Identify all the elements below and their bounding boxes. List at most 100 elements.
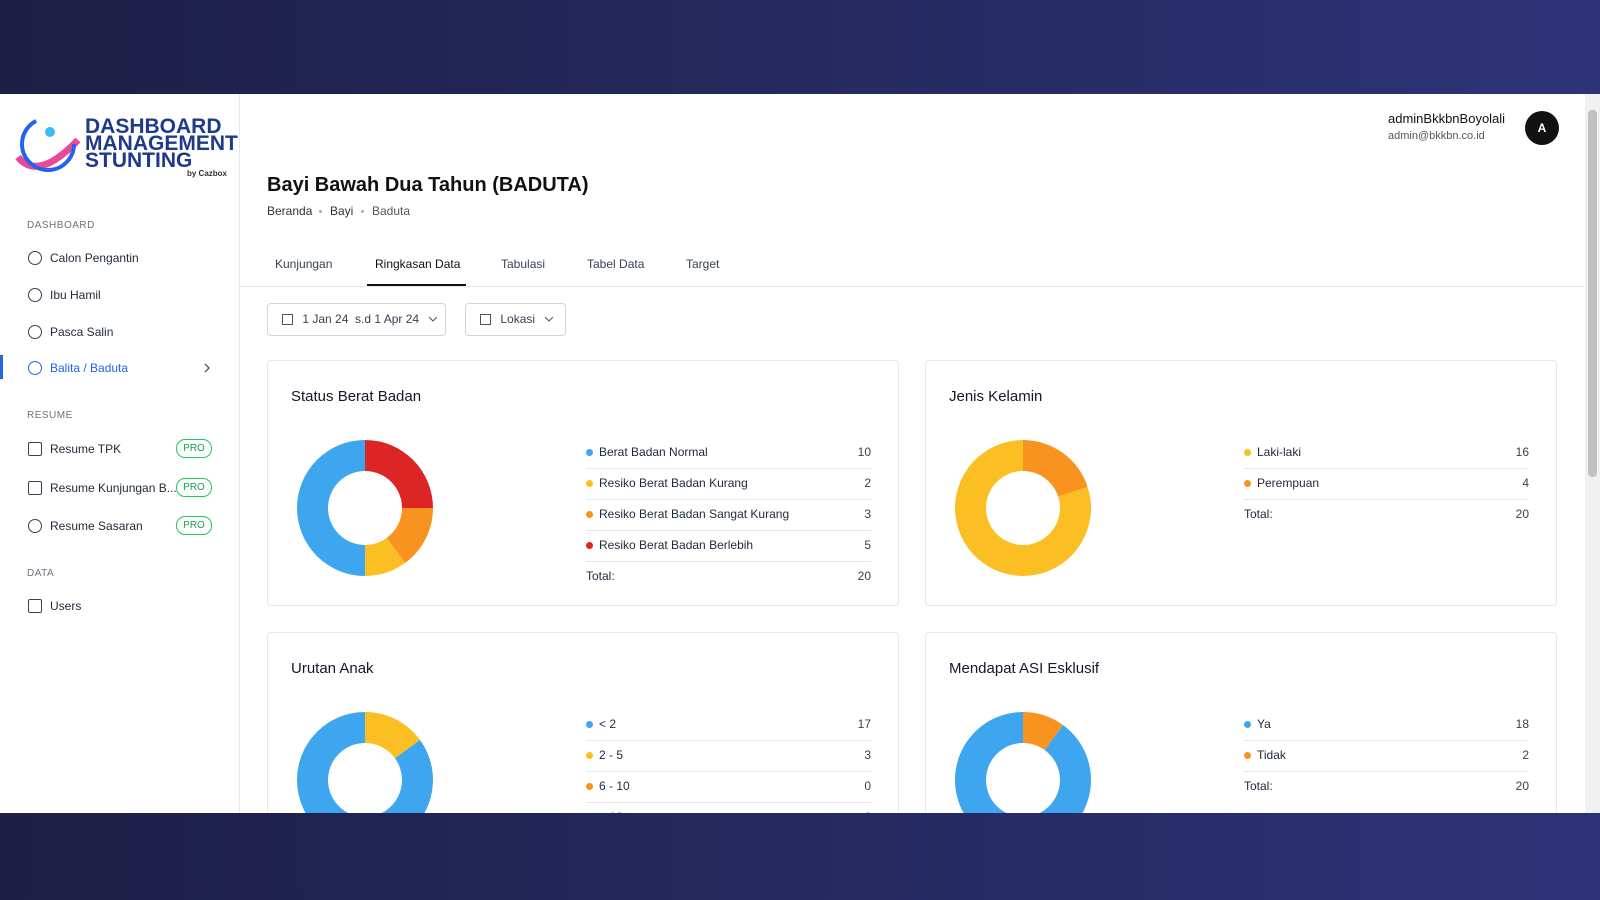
icon [480, 314, 491, 326]
breadcrumb: Baduta [372, 204, 411, 218]
icon [28, 599, 42, 613]
separator [319, 210, 322, 213]
legend-value: 3 [864, 748, 871, 762]
donut-segment [386, 508, 433, 564]
donut-chart [955, 440, 1091, 576]
card: Status Berat Badan Berat Badan Normal 10 Re… [267, 360, 899, 606]
legend-label: Resiko Berat Badan Berlebih [599, 538, 754, 552]
pro-badge: PRO [176, 478, 212, 497]
section-title: RESUME [27, 410, 73, 421]
donut-segment [955, 712, 1091, 813]
icon [28, 251, 42, 265]
breadcrumb[interactable]: Beranda [267, 204, 313, 218]
legend-row: Laki-laki 16 [1244, 437, 1529, 469]
icon [28, 481, 42, 495]
legend-label: Tidak [1257, 748, 1286, 762]
nav-item[interactable]: Pasca Salin [50, 325, 114, 339]
sidebar: DASHBOARD MANAGEMENT STUNTING by Cazbox … [0, 94, 240, 813]
card: Urutan Anak < 2 17 2 - 5 3 6 - 10 0 > 10 0 [267, 632, 899, 813]
card-title: Status Berat Badan [291, 388, 422, 405]
nav-item[interactable]: Ibu Hamil [50, 288, 101, 302]
logo-icon [15, 116, 81, 172]
nav-item[interactable]: Resume Sasaran [50, 519, 143, 533]
icon [28, 325, 42, 339]
icon [28, 442, 42, 456]
icon [28, 288, 42, 302]
card-title: Jenis Kelamin [949, 388, 1043, 405]
tab-border [239, 286, 1584, 287]
card-title: Mendapat ASI Esklusif [949, 660, 1100, 677]
logo-text: MANAGEMENT [85, 132, 238, 155]
donut-segment [365, 440, 433, 508]
scrollbar-thumb[interactable] [1588, 110, 1597, 477]
nav-item[interactable]: Calon Pengantin [50, 251, 139, 265]
donut-segment [1023, 440, 1088, 497]
legend-row: Resiko Berat Badan Sangat Kurang 3 [586, 499, 871, 531]
nav-item[interactable]: Balita / Baduta [50, 361, 129, 375]
donut-segment [365, 712, 421, 759]
legend-row: 6 - 10 0 [586, 771, 871, 803]
total-label: Total: [1244, 779, 1273, 793]
total-value: 20 [1515, 507, 1529, 521]
legend-dot [586, 542, 593, 549]
total-value: 20 [857, 569, 871, 583]
donut-segment [1023, 712, 1063, 751]
date-filter[interactable]: 1 Jan 24 s.d 1 Apr 24 [267, 303, 446, 336]
nav-item[interactable]: Resume Kunjungan B... [50, 481, 177, 495]
legend-dot [1244, 721, 1251, 728]
legend-label: 6 - 10 [599, 779, 630, 793]
legend-label: Perempuan [1257, 476, 1320, 490]
legend-dot [586, 783, 593, 790]
legend-dot [586, 480, 593, 487]
donut-segment [955, 440, 1091, 576]
donut-chart [955, 712, 1091, 813]
legend-value: 2 [1522, 748, 1529, 762]
legend-row: < 2 17 [586, 709, 871, 741]
section-title: DATA [27, 568, 55, 579]
avatar[interactable]: A [1525, 111, 1559, 145]
nav-item[interactable]: Users [50, 599, 82, 613]
legend-label: Resiko Berat Badan Sangat Kurang [599, 507, 790, 521]
tab-underline [367, 284, 466, 286]
chevron [429, 316, 438, 322]
location-label: Lokasi [500, 312, 536, 326]
card-title: Urutan Anak [291, 660, 374, 677]
logo-text: STUNTING [85, 149, 193, 172]
tab[interactable]: Ringkasan Data [375, 257, 461, 271]
logo-by: by Cazbox [187, 169, 228, 178]
icon [282, 314, 293, 326]
location-filter[interactable]: Lokasi [465, 303, 566, 336]
legend-dot [1244, 752, 1251, 759]
legend-dot [586, 449, 593, 456]
legend-value: 5 [864, 538, 871, 552]
donut-chart [297, 712, 433, 813]
donut-segment [365, 537, 405, 576]
nav-item[interactable]: Resume TPK [50, 442, 122, 456]
legend-row: Tidak 2 [1244, 740, 1529, 772]
legend-value: 3 [864, 507, 871, 521]
user-name: adminBkkbnBoyolali [1388, 111, 1506, 126]
user-email: admin@bkkbn.co.id [1388, 130, 1485, 142]
date-range: 1 Jan 24 s.d 1 Apr 24 [302, 312, 420, 326]
tab[interactable]: Kunjungan [275, 257, 333, 271]
icon [28, 361, 42, 375]
legend-value: 0 [864, 779, 871, 793]
legend-value: 18 [1515, 717, 1529, 731]
donut-segment [297, 440, 365, 576]
legend-label: Laki-laki [1257, 445, 1302, 459]
section-title: DASHBOARD [27, 220, 95, 231]
total-label: Total: [586, 569, 615, 583]
tab[interactable]: Tabulasi [501, 257, 546, 271]
legend-value: 17 [857, 717, 871, 731]
tab[interactable]: Tabel Data [587, 257, 645, 271]
active-indicator [0, 355, 3, 379]
donut-segment [297, 712, 433, 813]
legend-value: 0 [864, 810, 871, 813]
legend-dot [1244, 449, 1251, 456]
card: Mendapat ASI Esklusif Ya 18 Tidak 2 Total: 20 [925, 632, 1557, 813]
breadcrumb[interactable]: Bayi [330, 204, 354, 218]
total-label: Total: [1244, 507, 1273, 521]
tab[interactable]: Target [686, 257, 720, 271]
total-row: Total: 20 [1244, 499, 1529, 530]
